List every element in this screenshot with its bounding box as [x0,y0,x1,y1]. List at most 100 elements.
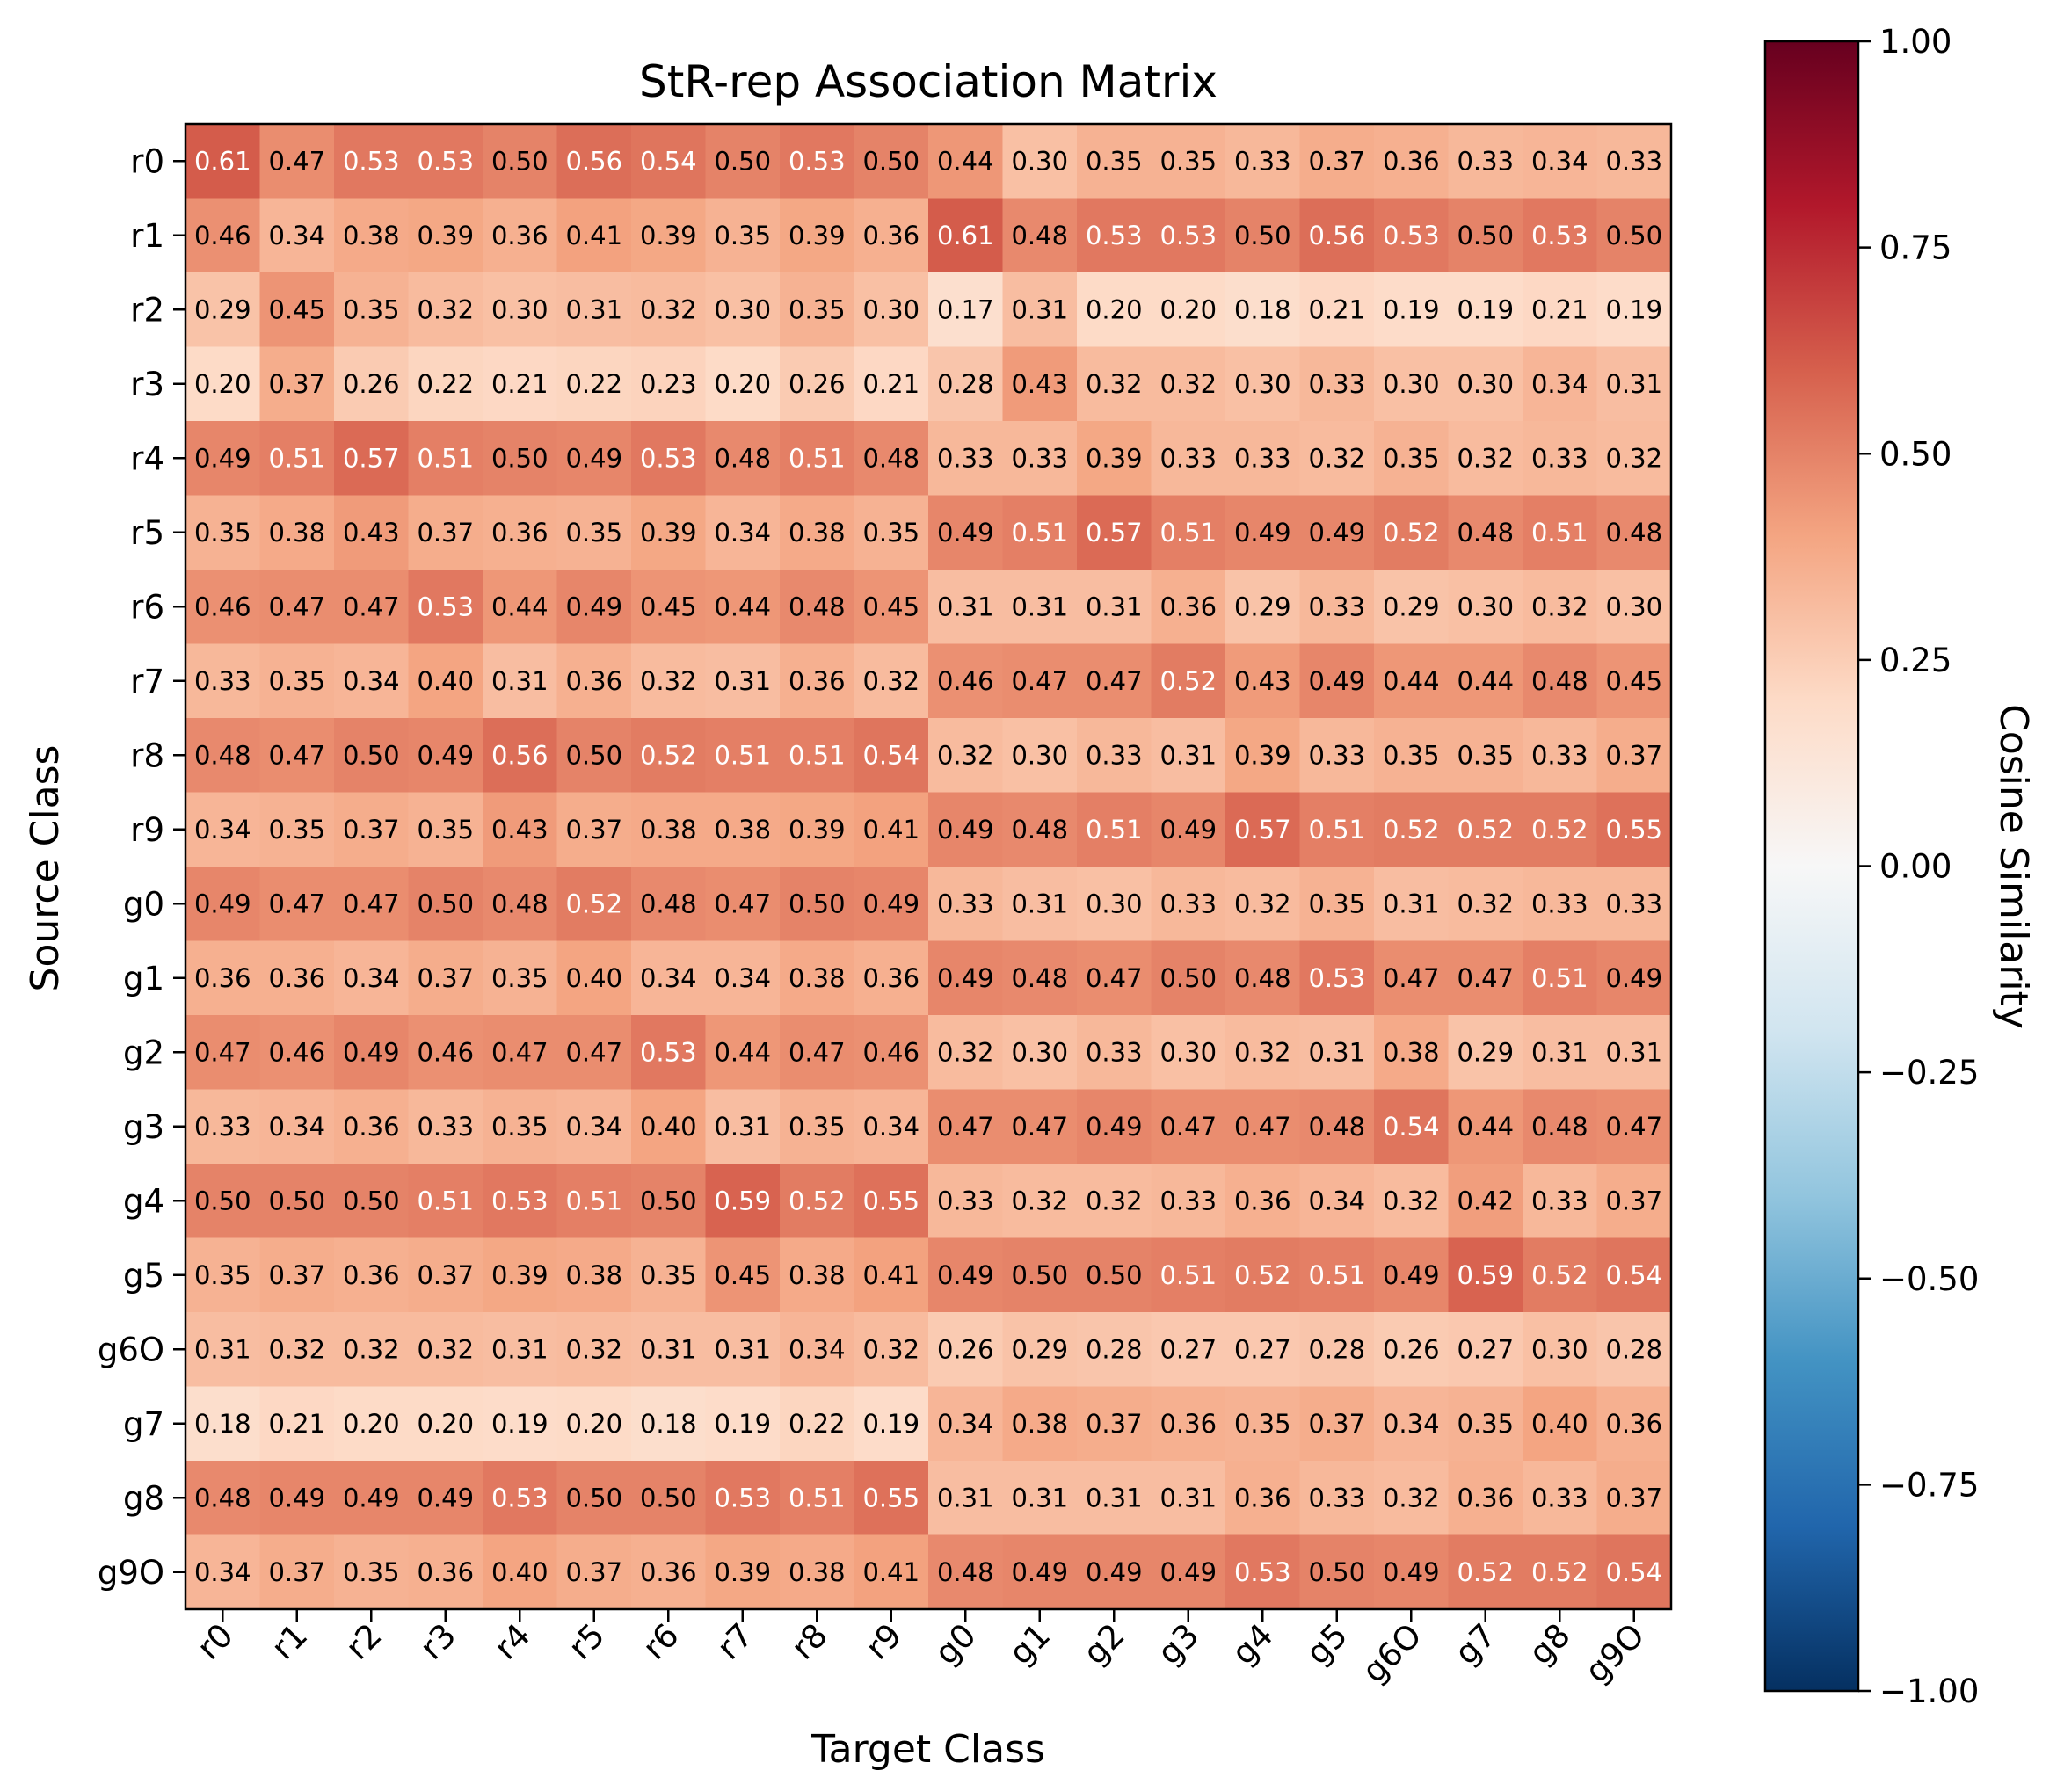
heatmap-cell [1374,867,1450,942]
cell-value-label: 0.59 [714,1186,771,1215]
cell-value-label: 0.30 [1383,369,1440,399]
cell-value-label: 0.54 [862,740,919,770]
heatmap-cell [556,1237,632,1313]
cell-value-label: 0.35 [343,1557,400,1587]
x-tick-label: r4 [487,1616,538,1667]
heatmap-cell [631,1534,707,1610]
heatmap-cell [1523,792,1598,867]
cell-value-label: 0.37 [1605,1483,1662,1513]
heatmap-cell [1596,570,1672,645]
cell-value-label: 0.53 [1159,221,1217,250]
cell-value-label: 0.36 [862,963,919,993]
cell-value-label: 0.20 [714,369,771,399]
cell-value-label: 0.48 [1234,963,1291,993]
cell-value-label: 0.47 [565,1037,622,1067]
heatmap-cell [334,1089,410,1164]
cell-value-label: 0.47 [1086,963,1143,993]
heatmap-cell [928,198,1004,273]
heatmap-cell [780,867,855,942]
cell-value-label: 0.30 [714,294,771,324]
x-tick-label: r0 [190,1616,241,1667]
heatmap-cell [705,1237,781,1313]
cell-value-label: 0.43 [1011,369,1068,399]
heatmap-cell [1077,940,1152,1016]
heatmap-cell [854,346,929,422]
cell-value-label: 0.37 [417,963,474,993]
heatmap-cell [1374,1237,1450,1313]
heatmap-cell [556,643,632,719]
cell-value-label: 0.31 [714,1112,771,1142]
heatmap-cell [408,124,483,200]
cell-value-label: 0.36 [1457,1483,1514,1513]
heatmap-cell [854,124,929,200]
heatmap-cell [259,272,335,348]
cell-value-label: 0.49 [862,889,919,918]
heatmap-cell [556,272,632,348]
heatmap-cell [1225,1237,1301,1313]
y-tick-label: g9O [98,1554,164,1592]
heatmap-cell [854,940,929,1016]
heatmap-cell [1299,346,1375,422]
heatmap-cell [259,124,335,200]
cell-value-label: 0.36 [491,518,549,548]
heatmap-cell [780,1089,855,1164]
heatmap-cell [1151,940,1226,1016]
cell-value-label: 0.51 [1159,518,1217,548]
cell-value-label: 0.31 [1531,1037,1588,1067]
cell-value-label: 0.49 [937,815,994,845]
cell-value-label: 0.19 [862,1409,919,1439]
heatmap-cell [334,1015,410,1091]
heatmap-cell [1374,1386,1450,1462]
heatmap-cell [334,198,410,273]
heatmap-cell [1448,1089,1523,1164]
cell-value-label: 0.33 [417,1112,474,1142]
heatmap-cell [1523,495,1598,570]
cell-value-label: 0.53 [1383,221,1440,250]
cell-value-label: 0.47 [1011,1112,1068,1142]
heatmap-cell [408,198,483,273]
cell-value-label: 0.38 [1383,1037,1440,1067]
cell-value-label: 0.37 [417,518,474,548]
cell-value-label: 0.39 [789,815,846,845]
cell-value-label: 0.40 [1531,1409,1588,1439]
heatmap-cell [483,495,558,570]
heatmap-cell [1002,867,1078,942]
heatmap-cell [334,421,410,497]
cell-value-label: 0.41 [862,1557,919,1587]
heatmap-cell [334,1312,410,1388]
cell-value-label: 0.57 [343,443,400,473]
heatmap-cell [928,570,1004,645]
heatmap-cell [408,643,483,719]
heatmap-cell [1374,1164,1450,1239]
colorbar-tick-label: 0.00 [1879,848,1952,886]
heatmap-cell [1523,1089,1598,1164]
y-tick-label: g5 [123,1257,164,1295]
cell-value-label: 0.47 [789,1037,846,1067]
cell-value-label: 0.30 [1457,591,1514,621]
heatmap-cell [1225,940,1301,1016]
heatmap-cell [780,718,855,794]
heatmap-cell [483,124,558,200]
cell-value-label: 0.49 [1383,1260,1440,1290]
heatmap-cell [1448,124,1523,200]
heatmap-cell [259,1461,335,1536]
heatmap-cell [854,495,929,570]
heatmap-cell [1596,718,1672,794]
x-tick-label: r8 [784,1616,835,1667]
cell-value-label: 0.39 [491,1260,549,1290]
heatmap-cell [1151,1089,1226,1164]
x-tick-label: r6 [636,1616,687,1667]
heatmap-cell [1151,124,1226,200]
cell-value-label: 0.56 [1308,221,1365,250]
heatmap-cell [631,792,707,867]
heatmap-cell [780,272,855,348]
heatmap-cell [185,940,261,1016]
heatmap-cell [1077,1386,1152,1462]
cell-value-label: 0.36 [194,963,251,993]
cell-value-label: 0.39 [1234,740,1291,770]
heatmap-cell [631,1461,707,1536]
cell-value-label: 0.30 [862,294,919,324]
heatmap-cell [408,718,483,794]
cell-value-label: 0.39 [714,1557,771,1587]
heatmap-cell [1151,792,1226,867]
